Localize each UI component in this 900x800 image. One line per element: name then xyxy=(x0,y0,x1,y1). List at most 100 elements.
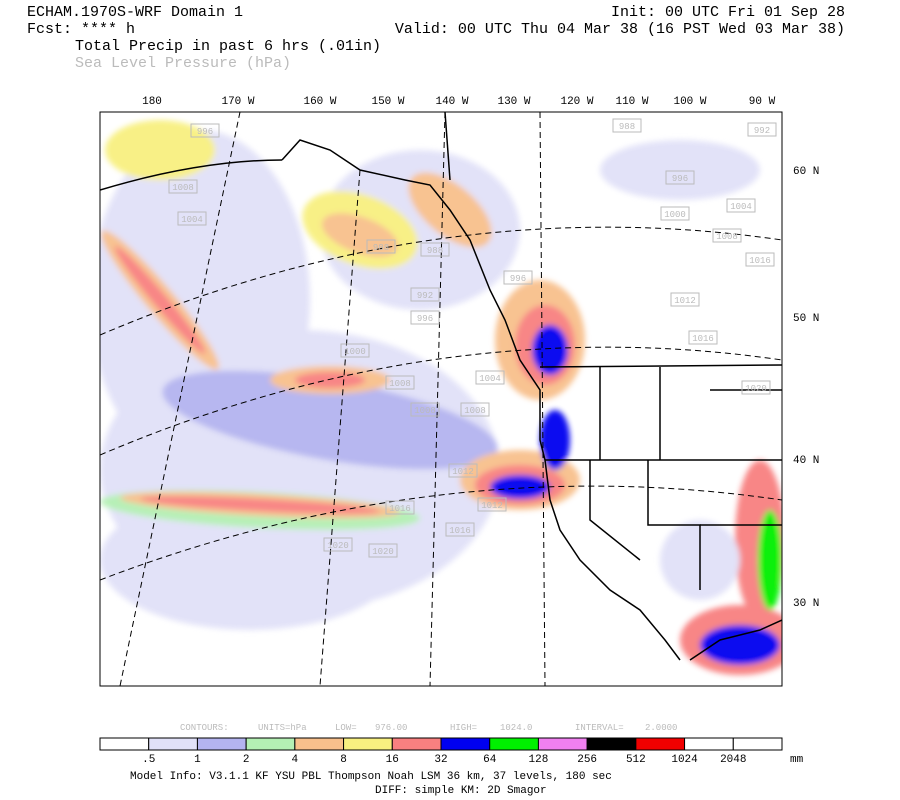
contour-label: 996 xyxy=(510,274,526,284)
contour-label: 1008 xyxy=(716,232,738,242)
contour-label: 1004 xyxy=(730,202,752,212)
legend-swatch xyxy=(586,737,637,751)
lat-label: 30 N xyxy=(793,598,819,610)
lon-label: 150 W xyxy=(371,96,404,108)
lon-label: 160 W xyxy=(303,96,336,108)
contour-label: 996 xyxy=(417,314,433,324)
lat-label: 50 N xyxy=(793,313,819,325)
contour-label: 1008 xyxy=(389,379,411,389)
contour-label-box xyxy=(448,463,478,478)
legend-label: 32 xyxy=(434,754,447,766)
fcst: Fcst: **** h xyxy=(27,21,135,38)
lat-label: 40 N xyxy=(793,455,819,467)
lon-label: 140 W xyxy=(435,96,468,108)
legend-swatch xyxy=(148,737,198,751)
contour-label-box xyxy=(665,170,695,185)
model-title: ECHAM.1970S-WRF Domain 1 xyxy=(27,4,243,21)
diff-info: DIFF: simple KM: 2D Smagor xyxy=(375,785,547,797)
contour-label-box xyxy=(323,537,353,552)
legend-label: 16 xyxy=(386,754,399,766)
field-title: Total Precip in past 6 hrs (.01in) xyxy=(75,38,381,55)
contour-label-box xyxy=(368,543,398,558)
legend-swatch xyxy=(294,737,345,751)
lon-label: 90 W xyxy=(749,96,776,108)
contour-label-box xyxy=(385,375,415,390)
contour-label-box xyxy=(177,211,207,226)
contour-label-box xyxy=(340,343,370,358)
contour-label-box xyxy=(612,118,642,133)
contour-label: 1000 xyxy=(344,347,366,357)
contour-label-box xyxy=(475,370,505,385)
legend-swatch xyxy=(732,737,783,751)
legend-swatch xyxy=(489,737,539,751)
low-value: 976.00 xyxy=(375,723,407,733)
lon-label: 180 xyxy=(142,96,162,108)
lon-label: 120 W xyxy=(560,96,593,108)
interval-value: 2.0000 xyxy=(645,723,677,733)
contour-label: 1008 xyxy=(414,406,436,416)
contour-label-box xyxy=(660,206,690,221)
legend-swatch xyxy=(343,737,393,751)
contour-label: 1016 xyxy=(749,256,771,266)
contour-label-box xyxy=(410,287,440,302)
contour-label: 988 xyxy=(373,243,389,253)
legend-swatch xyxy=(635,737,686,751)
contour-label: 1008 xyxy=(464,406,486,416)
contour-label: 1016 xyxy=(389,504,411,514)
contour-label: 996 xyxy=(672,174,688,184)
contour-label: 1020 xyxy=(327,541,349,551)
legend-label: 256 xyxy=(577,754,597,766)
contour-label: 1012 xyxy=(481,501,503,511)
contour-label-box xyxy=(168,179,198,194)
legend-label: 2 xyxy=(243,754,250,766)
legend-label: 8 xyxy=(340,754,347,766)
model-info: Model Info: V3.1.1 KF YSU PBL Thompson N… xyxy=(130,771,612,783)
high-label: HIGH= xyxy=(450,723,477,733)
contour-label: 996 xyxy=(197,127,213,137)
legend-swatch xyxy=(196,737,247,751)
contour-label: 988 xyxy=(619,122,635,132)
contour-label-box xyxy=(420,242,450,257)
contour-label: 988 xyxy=(427,246,443,256)
legend-label: 1 xyxy=(194,754,201,766)
contour-label-box xyxy=(190,123,220,138)
init-time: Init: 00 UTC Fri 01 Sep 28 xyxy=(611,4,845,21)
contours-label: CONTOURS: xyxy=(180,723,229,733)
contour-label: 1020 xyxy=(372,547,394,557)
contour-label-box xyxy=(726,198,756,213)
contour-label-box xyxy=(445,522,475,537)
map-area xyxy=(100,112,782,686)
legend-swatch xyxy=(245,737,296,751)
valid-time: Valid: 00 UTC Thu 04 Mar 38 (16 PST Wed … xyxy=(395,21,845,38)
legend-swatch xyxy=(391,737,442,751)
contour-label-box xyxy=(688,330,718,345)
contour-label: 992 xyxy=(754,126,770,136)
contour-label: 992 xyxy=(417,291,433,301)
contour-label-box xyxy=(410,402,440,417)
contour-label: 1012 xyxy=(674,296,696,306)
contour-label: 1020 xyxy=(745,384,767,394)
high-value: 1024.0 xyxy=(500,723,532,733)
contour-label-box xyxy=(385,500,415,515)
field-subtitle: Sea Level Pressure (hPa) xyxy=(75,55,291,72)
lon-label: 130 W xyxy=(497,96,530,108)
contour-label-box xyxy=(477,497,507,512)
lon-label: 100 W xyxy=(673,96,706,108)
legend-swatch xyxy=(537,737,588,751)
contour-label-box xyxy=(712,228,742,243)
contour-label: 1000 xyxy=(664,210,686,220)
lat-label: 60 N xyxy=(793,166,819,178)
contour-label-box xyxy=(410,310,440,325)
contour-label-box xyxy=(670,292,700,307)
legend-label: 4 xyxy=(292,754,299,766)
contour-label: 1016 xyxy=(692,334,714,344)
legend-label: 1024 xyxy=(671,754,698,766)
contour-label: 1004 xyxy=(479,374,501,384)
units: UNITS=hPa xyxy=(258,723,307,733)
contour-label-box xyxy=(745,252,775,267)
contour-label-box xyxy=(460,402,490,417)
legend-swatch xyxy=(684,737,734,751)
contour-label-box xyxy=(366,239,396,254)
low-label: LOW= xyxy=(335,723,357,733)
